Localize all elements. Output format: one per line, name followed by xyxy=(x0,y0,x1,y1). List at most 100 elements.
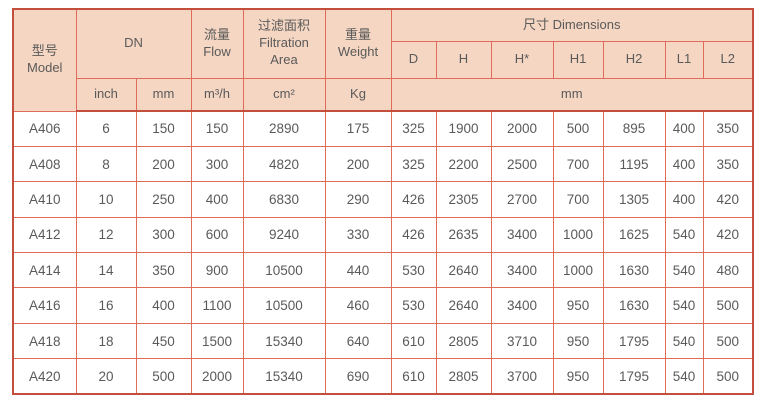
cell-h-star: 3400 xyxy=(490,216,554,254)
cell-l2: 500 xyxy=(702,287,754,324)
cell-weight: 330 xyxy=(324,216,392,254)
cell-model: A410 xyxy=(12,181,77,218)
cell-model: A412 xyxy=(12,216,77,254)
header-dim-l2: L2 xyxy=(702,40,754,79)
cell-area: 6830 xyxy=(242,181,326,218)
cell-d: 325 xyxy=(390,110,437,147)
cell-h2: 1195 xyxy=(602,145,666,183)
spec-table-container: 型号 Model DN 流量 Flow 过滤面积 Filtration Area… xyxy=(12,8,754,396)
table-row: A412 12 300 600 9240 330 426 2635 3400 1000 1625 54… xyxy=(12,216,754,254)
table-row: A418 18 450 1500 15340 640 610 2805 3710 950 1795 5… xyxy=(12,322,754,360)
cell-h1: 1000 xyxy=(552,216,604,254)
cell-h2: 1305 xyxy=(602,181,666,218)
cell-weight: 200 xyxy=(324,145,392,183)
cell-inch: 12 xyxy=(75,216,137,254)
cell-mm: 300 xyxy=(135,216,192,254)
cell-inch: 8 xyxy=(75,145,137,183)
cell-flow: 600 xyxy=(190,216,244,254)
cell-l1: 540 xyxy=(664,358,704,395)
cell-model: A414 xyxy=(12,252,77,289)
cell-h-star: 3700 xyxy=(490,358,554,395)
cell-flow: 400 xyxy=(190,181,244,218)
cell-flow: 2000 xyxy=(190,358,244,395)
table-row: A410 10 250 400 6830 290 426 2305 2700 700 1305 400… xyxy=(12,181,754,218)
header-dim-h2: H2 xyxy=(602,40,666,79)
cell-flow: 900 xyxy=(190,252,244,289)
cell-mm: 150 xyxy=(135,110,192,147)
table-row: A414 14 350 900 10500 440 530 2640 3400 1000 1630 5… xyxy=(12,252,754,289)
cell-area: 2890 xyxy=(242,110,326,147)
cell-h1: 950 xyxy=(552,358,604,395)
cell-h-star: 2500 xyxy=(490,145,554,183)
cell-mm: 350 xyxy=(135,252,192,289)
table-header: 型号 Model DN 流量 Flow 过滤面积 Filtration Area… xyxy=(12,8,754,112)
cell-h1: 700 xyxy=(552,181,604,218)
header-flow: 流量 Flow xyxy=(190,8,244,79)
cell-l2: 420 xyxy=(702,216,754,254)
cell-l2: 350 xyxy=(702,145,754,183)
cell-h: 2200 xyxy=(435,145,492,183)
cell-inch: 16 xyxy=(75,287,137,324)
cell-l2: 500 xyxy=(702,322,754,360)
cell-mm: 250 xyxy=(135,181,192,218)
header-dim-l1: L1 xyxy=(664,40,704,79)
cell-l2: 420 xyxy=(702,181,754,218)
cell-area: 4820 xyxy=(242,145,326,183)
cell-h1: 500 xyxy=(552,110,604,147)
cell-model: A408 xyxy=(12,145,77,183)
cell-flow: 150 xyxy=(190,110,244,147)
cell-inch: 6 xyxy=(75,110,137,147)
cell-d: 610 xyxy=(390,322,437,360)
cell-weight: 460 xyxy=(324,287,392,324)
cell-flow: 1100 xyxy=(190,287,244,324)
cell-weight: 175 xyxy=(324,110,392,147)
cell-l2: 350 xyxy=(702,110,754,147)
cell-l1: 400 xyxy=(664,145,704,183)
cell-h: 2635 xyxy=(435,216,492,254)
cell-h: 1900 xyxy=(435,110,492,147)
header-weight: 重量 Weight xyxy=(324,8,392,79)
cell-h2: 1630 xyxy=(602,252,666,289)
cell-mm: 200 xyxy=(135,145,192,183)
cell-model: A406 xyxy=(12,110,77,147)
cell-area: 9240 xyxy=(242,216,326,254)
header-model: 型号 Model xyxy=(12,8,77,112)
cell-h-star: 3400 xyxy=(490,287,554,324)
cell-h2: 1630 xyxy=(602,287,666,324)
cell-mm: 450 xyxy=(135,322,192,360)
header-unit-area: cm² xyxy=(242,77,326,112)
header-unit-flow: m³/h xyxy=(190,77,244,112)
cell-l1: 400 xyxy=(664,110,704,147)
cell-weight: 690 xyxy=(324,358,392,395)
cell-h: 2305 xyxy=(435,181,492,218)
cell-l1: 540 xyxy=(664,287,704,324)
cell-flow: 1500 xyxy=(190,322,244,360)
cell-h1: 700 xyxy=(552,145,604,183)
cell-h: 2805 xyxy=(435,358,492,395)
cell-h1: 950 xyxy=(552,287,604,324)
cell-weight: 440 xyxy=(324,252,392,289)
cell-h1: 950 xyxy=(552,322,604,360)
cell-l2: 480 xyxy=(702,252,754,289)
header-dim-h: H xyxy=(435,40,492,79)
table-row: A416 16 400 1100 10500 460 530 2640 3400 950 1630 5… xyxy=(12,287,754,324)
cell-inch: 20 xyxy=(75,358,137,395)
header-dn: DN xyxy=(75,8,192,79)
cell-d: 610 xyxy=(390,358,437,395)
cell-weight: 640 xyxy=(324,322,392,360)
cell-inch: 10 xyxy=(75,181,137,218)
cell-h-star: 3710 xyxy=(490,322,554,360)
cell-h2: 895 xyxy=(602,110,666,147)
cell-area: 10500 xyxy=(242,287,326,324)
table-row: A420 20 500 2000 15340 690 610 2805 3700 950 1795 5… xyxy=(12,358,754,395)
cell-d: 426 xyxy=(390,181,437,218)
table-row: A408 8 200 300 4820 200 325 2200 2500 700 1195 400 3… xyxy=(12,145,754,183)
cell-d: 426 xyxy=(390,216,437,254)
cell-d: 530 xyxy=(390,287,437,324)
cell-d: 325 xyxy=(390,145,437,183)
header-dim-d: D xyxy=(390,40,437,79)
cell-area: 10500 xyxy=(242,252,326,289)
cell-model: A416 xyxy=(12,287,77,324)
cell-mm: 400 xyxy=(135,287,192,324)
cell-d: 530 xyxy=(390,252,437,289)
